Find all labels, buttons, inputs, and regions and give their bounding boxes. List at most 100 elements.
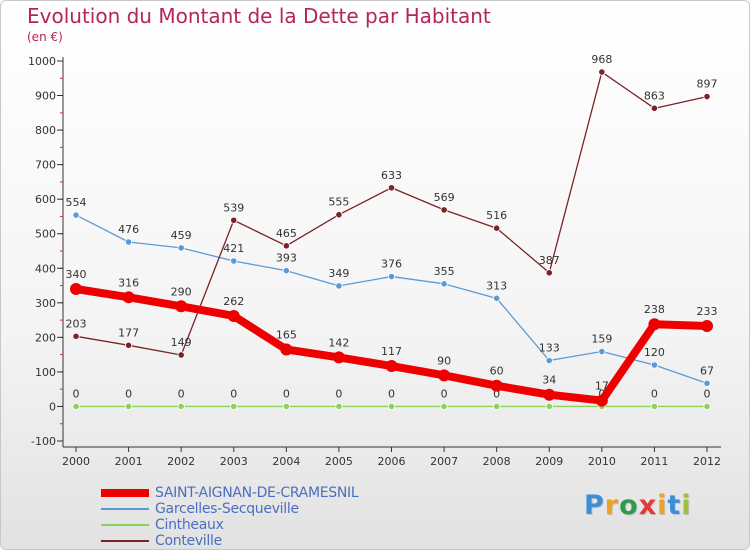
data-label: 897 [697, 78, 718, 91]
data-point [230, 257, 238, 265]
legend-item: Garcelles-Secqueville [101, 501, 358, 517]
data-point [230, 216, 238, 224]
data-point [493, 224, 501, 232]
data-point [230, 402, 238, 411]
data-label: 393 [276, 252, 297, 265]
data-point [595, 394, 608, 407]
data-label: 539 [223, 201, 244, 214]
x-tick-label: 2001 [115, 455, 143, 468]
y-tick-label: 500 [35, 228, 56, 241]
x-tick-label: 2007 [430, 455, 458, 468]
legend-item: SAINT-AIGNAN-DE-CRAMESNIL [101, 485, 359, 501]
data-point [650, 104, 659, 112]
x-tick-label: 2011 [640, 455, 668, 468]
data-label: 60 [490, 365, 504, 378]
data-label: 459 [171, 229, 192, 242]
data-point [545, 356, 553, 365]
x-tick-label: 2008 [483, 455, 511, 468]
data-point [490, 379, 503, 392]
data-point [387, 272, 396, 281]
legend-label: Garcelles-Secqueville [155, 501, 299, 517]
data-point [124, 238, 133, 246]
data-label: 633 [381, 169, 402, 182]
x-tick-label: 2010 [588, 455, 616, 468]
legend-item: Conteville [101, 533, 358, 549]
data-point [72, 402, 80, 411]
data-label: 0 [283, 387, 290, 400]
data-point [335, 211, 343, 219]
data-label: 165 [276, 328, 297, 341]
logo-letter: P [584, 490, 605, 521]
data-label: 120 [644, 346, 665, 359]
data-label: 142 [328, 336, 349, 349]
y-tick-label: 0 [49, 400, 56, 413]
data-point [703, 379, 711, 387]
chart-subtitle: (en €) [27, 30, 63, 44]
data-point [72, 211, 80, 219]
x-tick-label: 2006 [378, 455, 406, 468]
data-label: 313 [486, 279, 507, 292]
data-point [282, 402, 290, 411]
legend-label: SAINT-AIGNAN-DE-CRAMESNIL [155, 485, 359, 501]
y-tick-label: -100 [31, 435, 56, 448]
legend-label: Conteville [155, 533, 222, 549]
data-point [177, 402, 185, 411]
data-point [543, 388, 556, 401]
data-point [124, 341, 133, 349]
data-point [703, 92, 711, 101]
y-tick-label: 300 [35, 297, 56, 310]
data-point [493, 294, 501, 302]
data-point [650, 402, 659, 411]
chart-title: Evolution du Montant de la Dette par Hab… [27, 4, 491, 28]
y-tick-label: 1000 [28, 55, 56, 68]
data-label: 0 [651, 387, 658, 400]
data-label: 0 [73, 387, 80, 400]
data-point [335, 402, 343, 411]
data-label: 340 [66, 268, 87, 281]
data-label: 421 [223, 242, 244, 255]
series-line [75, 71, 708, 356]
data-label: 0 [704, 387, 711, 400]
data-label: 0 [388, 387, 395, 400]
y-tick-label: 600 [35, 193, 56, 206]
data-label: 376 [381, 258, 402, 271]
data-label: 262 [223, 295, 244, 308]
x-tick-label: 2003 [220, 455, 248, 468]
proxiti-logo: Proxiti [584, 490, 692, 521]
data-point [70, 283, 82, 295]
data-label: 159 [591, 333, 612, 346]
x-tick-label: 2009 [535, 455, 563, 468]
data-point [385, 360, 398, 373]
data-label: 0 [125, 387, 132, 400]
legend-item: Cintheaux [101, 517, 358, 533]
logo-letter: o [619, 490, 639, 521]
data-label: 349 [328, 267, 349, 280]
data-point [440, 206, 448, 214]
y-tick-label: 700 [35, 159, 56, 172]
x-tick-label: 2004 [272, 455, 300, 468]
y-tick-label: 200 [35, 331, 56, 344]
data-label: 133 [539, 342, 560, 355]
data-point [282, 242, 290, 250]
data-label: 117 [381, 345, 402, 358]
data-point [175, 300, 188, 313]
data-label: 555 [328, 196, 349, 209]
data-point [122, 291, 135, 304]
data-point [440, 280, 448, 288]
data-label: 177 [118, 326, 139, 339]
legend-swatch [101, 489, 149, 497]
data-label: 465 [276, 227, 297, 240]
data-label: 316 [118, 276, 139, 289]
data-point [124, 402, 133, 411]
y-tick-label: 100 [35, 366, 56, 379]
data-point [332, 351, 345, 364]
legend-swatch [101, 524, 149, 526]
data-label: 968 [591, 53, 612, 66]
data-point [703, 402, 711, 411]
data-point [387, 184, 396, 192]
data-point [545, 402, 553, 411]
x-tick-label: 2000 [62, 455, 90, 468]
line-chart: -100010020030040050060070080090010002000… [28, 53, 721, 468]
data-point [598, 68, 606, 76]
